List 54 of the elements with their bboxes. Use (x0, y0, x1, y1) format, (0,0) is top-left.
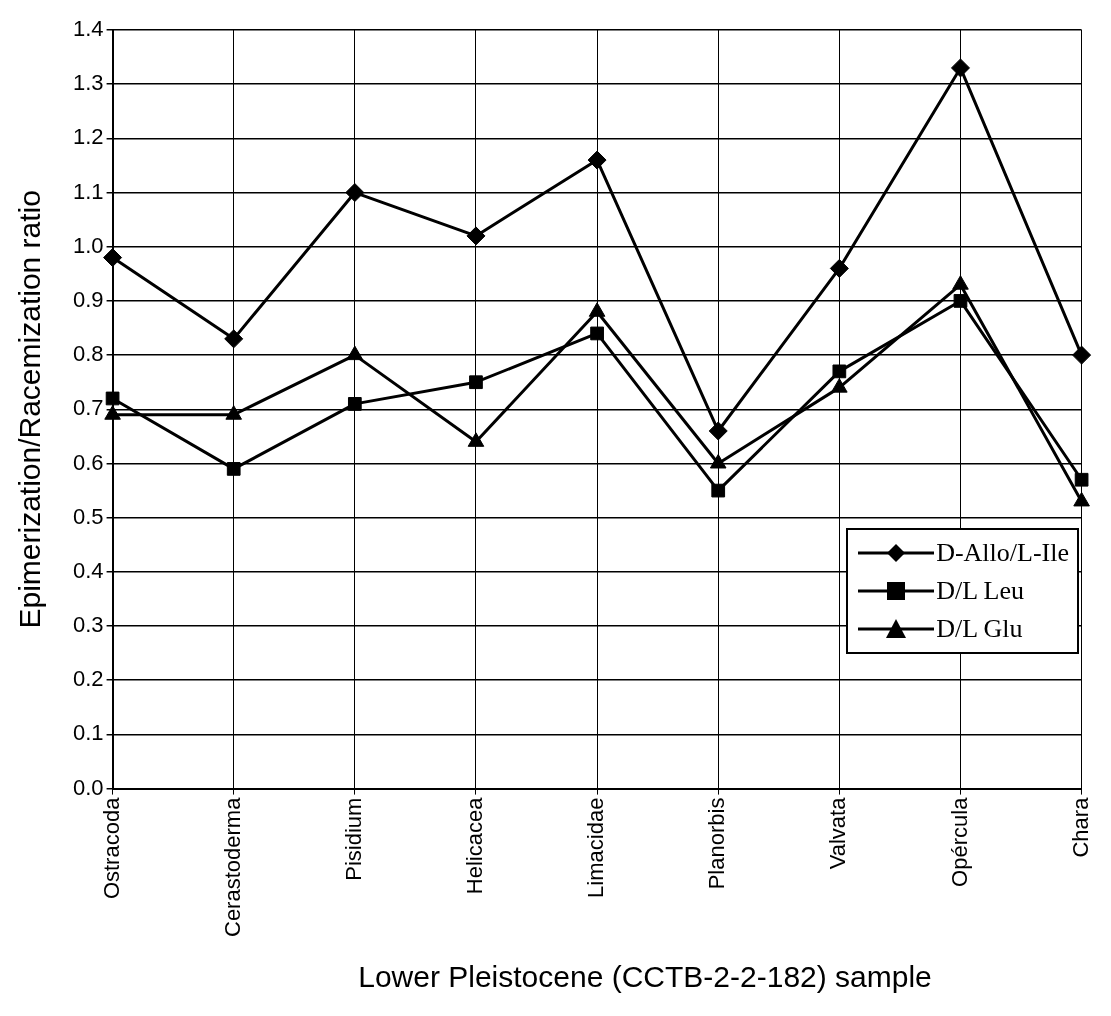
y-tick-label: 1.1 (72, 178, 104, 204)
x-tick-label: Planorbis (704, 797, 730, 890)
point (103, 248, 123, 268)
x-tick-label: Limacidae (583, 797, 609, 898)
point (467, 432, 485, 447)
y-tick-label: 0.7 (72, 395, 104, 421)
point (104, 405, 121, 420)
point (1072, 345, 1092, 365)
point (590, 326, 604, 341)
x-tick-label: Cerastoderma (219, 796, 245, 937)
point (952, 275, 969, 290)
y-tick-label: 1.4 (72, 16, 104, 42)
y-tick-label: 0.5 (72, 503, 104, 529)
x-tick-label: Helicacea (462, 796, 488, 895)
y-tick-label: 0.1 (72, 720, 104, 746)
legend-label: D/L Glu (936, 614, 1023, 644)
point (347, 397, 362, 411)
y-tick-label: 1.3 (72, 70, 104, 96)
point (466, 226, 486, 246)
x-tick-label: Opércula (946, 796, 972, 887)
point (829, 258, 849, 278)
point (588, 302, 606, 317)
point (469, 375, 483, 390)
y-tick-label: 0.4 (72, 557, 104, 583)
y-tick-label: 0.2 (72, 666, 104, 692)
point (224, 329, 244, 349)
y-tick-label: 0.8 (72, 341, 104, 367)
point (950, 58, 970, 78)
point (345, 183, 365, 203)
x-tick-label: Valvata (825, 796, 851, 870)
legend-label: D/L Leu (936, 576, 1024, 606)
point (587, 150, 607, 170)
point (831, 378, 848, 393)
point (711, 483, 726, 498)
x-tick-label: Pisidium (340, 797, 366, 881)
y-tick-label: 1.0 (72, 232, 104, 258)
point (226, 462, 241, 476)
point (708, 421, 728, 441)
legend-label: D-Allo/L-Ile (936, 538, 1069, 568)
point (346, 345, 364, 361)
x-tick-label: Chara (1067, 796, 1093, 858)
y-tick-label: 1.2 (72, 124, 104, 150)
y-tick-label: 0.6 (72, 449, 104, 475)
x-axis-title: Lower Pleistocene (CCTB-2-2-182) sample (357, 960, 933, 994)
y-tick-label: 0.9 (72, 286, 104, 312)
point (105, 391, 120, 406)
point (1073, 491, 1090, 507)
y-axis-title: Epimerization/Racemization ratio (13, 190, 47, 629)
point (832, 364, 847, 379)
point (953, 294, 968, 308)
point (225, 405, 242, 420)
y-tick-label: 0.3 (72, 612, 104, 638)
point (1074, 472, 1089, 487)
point (709, 453, 727, 469)
